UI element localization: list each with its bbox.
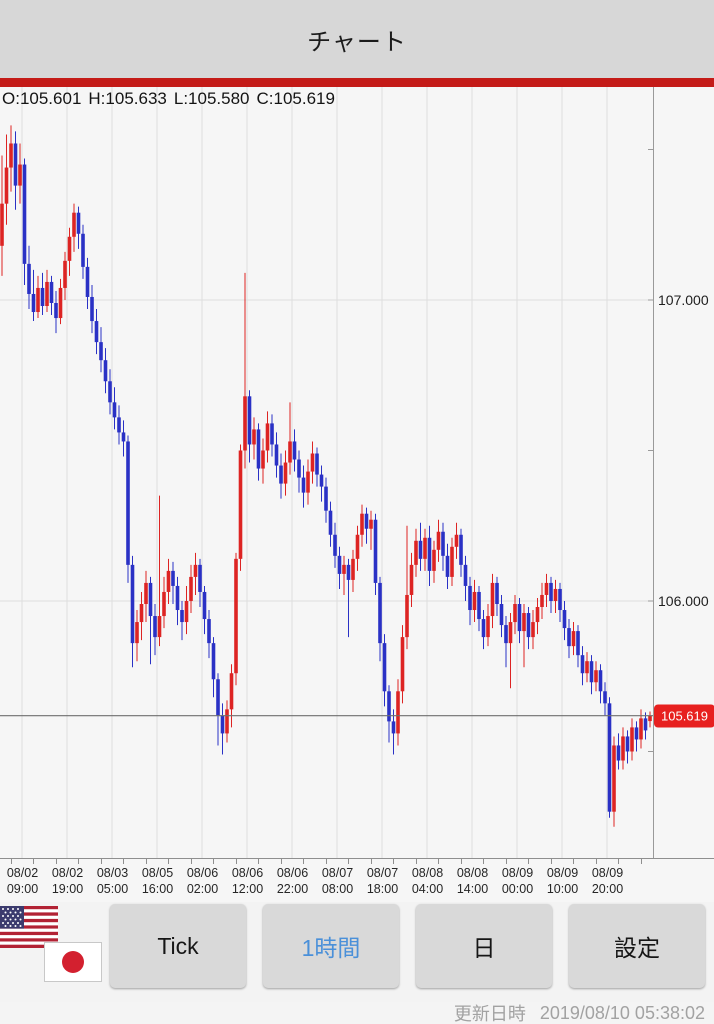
x-axis-tick bbox=[190, 859, 192, 864]
x-axis-tick bbox=[438, 859, 440, 864]
x-axis-tick bbox=[640, 859, 642, 864]
x-axis-label: 08/02 09:00 bbox=[6, 866, 39, 896]
x-axis-label: 08/06 12:00 bbox=[231, 866, 264, 896]
x-axis-tick bbox=[550, 859, 552, 864]
currency-pair-flags[interactable] bbox=[0, 906, 104, 986]
x-axis-label: 08/07 08:00 bbox=[321, 866, 354, 896]
update-time-label: 更新日時 bbox=[453, 1004, 526, 1024]
button-settings[interactable]: 設定 bbox=[569, 904, 705, 988]
x-axis-tick bbox=[168, 859, 170, 864]
x-axis-tick bbox=[55, 859, 57, 864]
x-axis-tick bbox=[213, 859, 215, 864]
candlestick-chart[interactable]: O:105.601 H:105.633 L:105.580 C:105.619 107… bbox=[0, 87, 714, 858]
x-axis: 08/02 09:00 08/02 19:00 08/03 05:00 08/05 16:00… bbox=[0, 858, 714, 902]
x-axis-label: 08/07 18:00 bbox=[366, 866, 399, 896]
x-axis-tick bbox=[235, 859, 237, 864]
x-axis-tick bbox=[280, 859, 282, 864]
x-axis-tick bbox=[303, 859, 305, 864]
x-axis-label: 08/09 10:00 bbox=[546, 866, 579, 896]
x-axis-label: 08/03 05:00 bbox=[96, 866, 129, 896]
x-axis-tick bbox=[595, 859, 597, 864]
current-price-badge: 105.619 bbox=[654, 704, 714, 728]
x-axis-tick bbox=[618, 859, 620, 864]
timeframe-button-row: Tick 1時間 日 設定 bbox=[110, 904, 705, 988]
button-tick[interactable]: Tick bbox=[110, 904, 246, 988]
x-axis-tick bbox=[123, 859, 125, 864]
x-axis-label: 08/05 16:00 bbox=[141, 866, 174, 896]
x-axis-tick bbox=[100, 859, 102, 864]
x-axis-label: 08/06 02:00 bbox=[186, 866, 219, 896]
x-axis-label: 08/06 22:00 bbox=[276, 866, 309, 896]
ohlc-high: H:105.633 bbox=[88, 89, 167, 108]
ohlc-low: L:105.580 bbox=[173, 89, 250, 108]
page-title: チャート bbox=[307, 28, 407, 56]
ohlc-open: O:105.601 bbox=[2, 89, 82, 108]
x-axis-tick bbox=[505, 859, 507, 864]
y-axis-label-107: 107.000 bbox=[658, 292, 709, 308]
x-axis-tick bbox=[258, 859, 260, 864]
bottom-controls: Tick 1時間 日 設定 bbox=[0, 902, 714, 1002]
us-flag-icon bbox=[0, 906, 58, 948]
x-axis-tick bbox=[10, 859, 12, 864]
ohlc-readout: O:105.601 H:105.633 L:105.580 C:105.619 bbox=[2, 89, 342, 109]
x-axis-tick bbox=[528, 859, 530, 864]
x-axis-tick bbox=[78, 859, 80, 864]
x-axis-tick bbox=[33, 859, 35, 864]
x-axis-tick bbox=[415, 859, 417, 864]
x-axis-tick bbox=[145, 859, 147, 864]
candlestick-svg bbox=[0, 87, 654, 858]
x-axis-label: 08/08 04:00 bbox=[411, 866, 444, 896]
x-axis-label: 08/09 20:00 bbox=[591, 866, 624, 896]
x-axis-tick bbox=[483, 859, 485, 864]
button-day[interactable]: 日 bbox=[416, 904, 552, 988]
x-axis-label: 08/08 14:00 bbox=[456, 866, 489, 896]
y-axis-label-106: 106.000 bbox=[658, 593, 709, 609]
x-axis-label: 08/02 19:00 bbox=[51, 866, 84, 896]
ohlc-close: C:105.619 bbox=[256, 89, 335, 108]
x-axis-tick bbox=[460, 859, 462, 864]
button-1hour[interactable]: 1時間 bbox=[263, 904, 399, 988]
x-axis-tick bbox=[348, 859, 350, 864]
x-axis-tick bbox=[325, 859, 327, 864]
app-header: チャート bbox=[0, 0, 714, 78]
x-axis-label: 08/09 00:00 bbox=[501, 866, 534, 896]
x-axis-tick bbox=[393, 859, 395, 864]
status-bar: 更新日時 2019/08/10 05:38:02 bbox=[0, 1002, 714, 1024]
x-axis-tick bbox=[370, 859, 372, 864]
japan-flag-icon bbox=[44, 942, 102, 982]
accent-bar bbox=[0, 78, 714, 87]
update-time-value: 2019/08/10 05:38:02 bbox=[539, 1002, 705, 1023]
x-axis-tick bbox=[573, 859, 575, 864]
